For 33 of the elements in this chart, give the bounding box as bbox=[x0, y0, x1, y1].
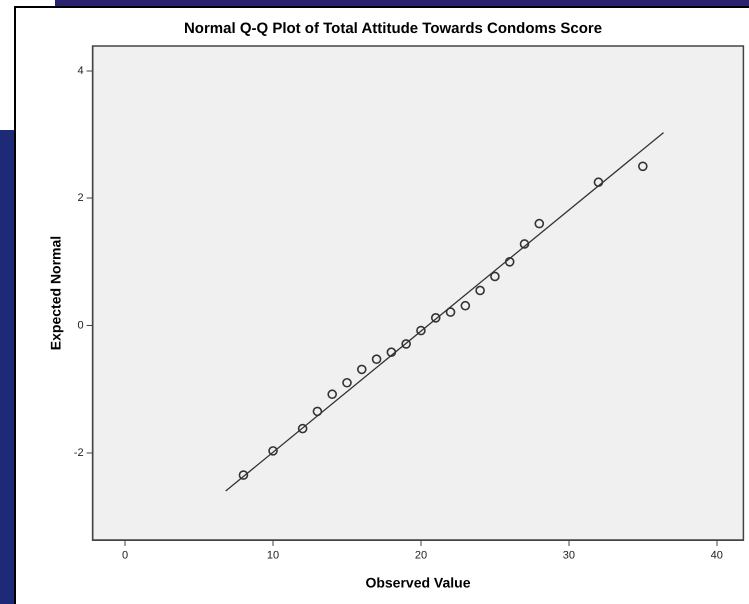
chart-title: Normal Q-Q Plot of Total Attitude Towards Condoms Score bbox=[184, 20, 602, 38]
x-tick-label: 40 bbox=[710, 550, 723, 562]
y-axis-title: Expected Normal bbox=[47, 236, 64, 350]
x-tick-label: 10 bbox=[266, 550, 280, 562]
point bbox=[416, 326, 426, 336]
point bbox=[594, 177, 604, 188]
point bbox=[430, 313, 441, 323]
point bbox=[238, 470, 248, 480]
y-tick-label: -2 bbox=[74, 446, 84, 459]
x-tick-label: 20 bbox=[414, 550, 428, 562]
point bbox=[401, 339, 411, 349]
point bbox=[460, 300, 470, 311]
point bbox=[520, 239, 530, 249]
point bbox=[298, 424, 308, 434]
point bbox=[490, 272, 500, 282]
point bbox=[342, 378, 352, 388]
y-tick-label: 2 bbox=[77, 192, 84, 204]
x-axis-title: Observed Value bbox=[365, 574, 471, 590]
point bbox=[638, 162, 648, 172]
point bbox=[268, 446, 278, 456]
point bbox=[475, 286, 485, 296]
point bbox=[372, 354, 382, 364]
point bbox=[312, 406, 322, 416]
x-tick-label: 0 bbox=[122, 550, 128, 562]
point bbox=[446, 307, 456, 317]
point bbox=[327, 389, 337, 400]
point bbox=[504, 257, 514, 267]
y-tick-label: 4 bbox=[77, 64, 84, 77]
point bbox=[356, 364, 367, 374]
x-tick-label: 30 bbox=[562, 550, 575, 562]
y-tick-label: 0 bbox=[77, 320, 84, 332]
point bbox=[534, 218, 544, 228]
point bbox=[386, 347, 396, 358]
